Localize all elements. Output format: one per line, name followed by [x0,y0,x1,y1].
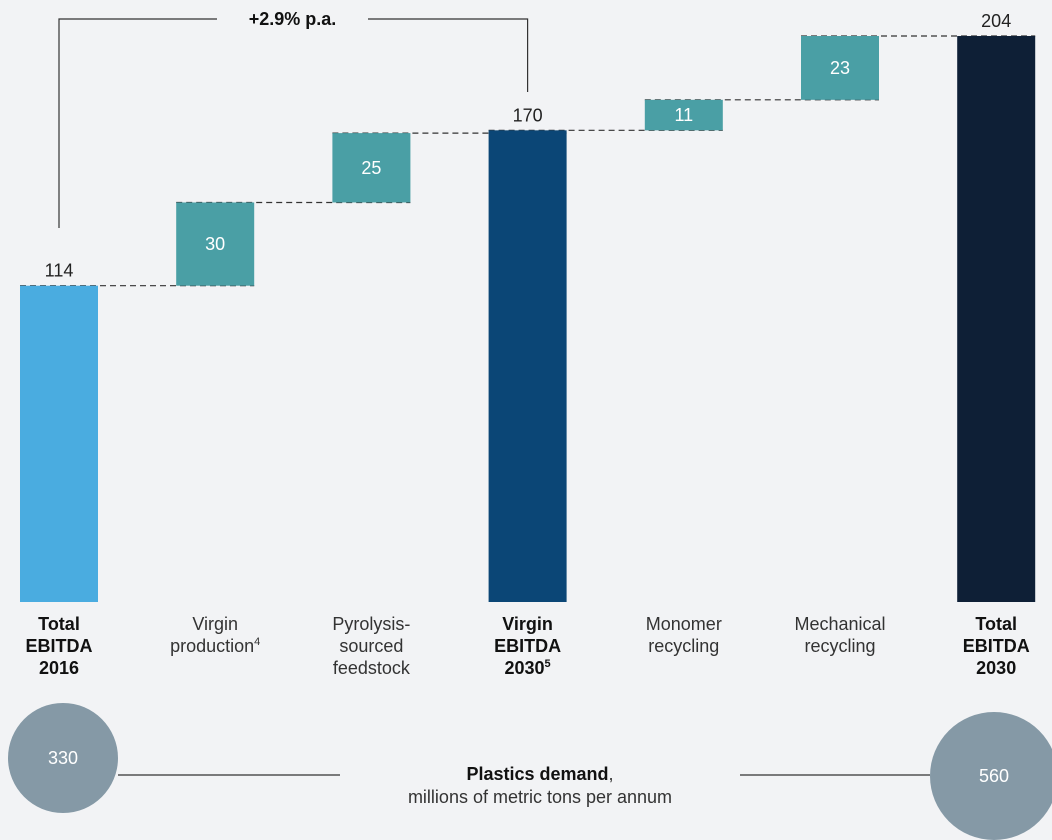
growth-bracket-right [368,18,529,92]
demand-label: Plastics demand [466,764,609,784]
bar-0 [20,285,98,602]
bar-value-label-4: 11 [674,105,693,125]
demand-label-rest: , [608,764,614,784]
bar-value-label-1: 30 [205,234,225,254]
category-label-3: Virgin EBITDA 20305 [494,614,562,678]
demand-end-value: 560 [978,765,1010,786]
demand-end-bubble: 560 [930,712,1052,840]
bar-2 [332,133,411,203]
bar-1 [176,202,255,286]
bar-value-label-0: 114 [45,261,74,281]
category-label-2: Pyrolysis-sourced feedstock [332,614,411,678]
demand-start-bubble: 330 [8,703,118,813]
category-label-1: Virgin production4 [170,614,261,656]
growth-annotation: +2.9% p.a. [249,9,337,29]
growth-bracket-left [58,18,217,228]
bar-4 [644,99,723,131]
bar-value-label-5: 23 [830,58,850,78]
demand-start-value: 330 [47,747,79,768]
demand-units: millions of metric tons per annum [407,787,673,807]
category-label-6: Total EBITDA 2030 [962,614,1030,678]
demand-caption: Plastics demand, millions of metric tons… [340,763,740,809]
bar-5 [801,36,879,100]
bar-value-label-6: 204 [981,11,1011,31]
bar-3 [488,130,567,603]
category-label-5: Mechanical recycling [794,614,886,656]
bar-value-label-3: 170 [513,105,543,125]
category-label-4: Monomer recycling [645,614,722,656]
bar-value-label-2: 25 [361,158,381,178]
bar-6 [957,36,1036,602]
category-label-0: Total EBITDA 2016 [25,614,93,678]
